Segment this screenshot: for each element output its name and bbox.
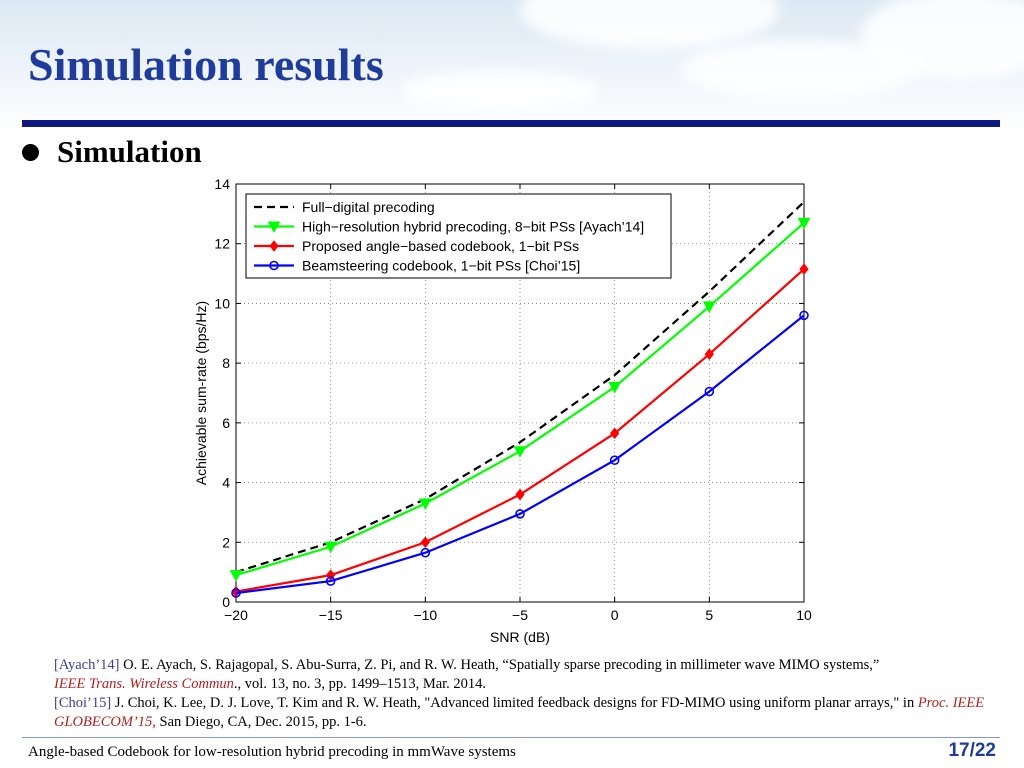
data-point: [704, 386, 715, 397]
references: [Ayach’14] O. E. Ayach, S. Rajagopal, S.…: [54, 656, 1014, 732]
reference-rest: ., vol. 13, no. 3, pp. 1499–1513, Mar. 2…: [233, 676, 487, 692]
y-tick-label: 2: [222, 534, 230, 550]
data-point: [324, 541, 338, 554]
x-axis-label: SNR (dB): [490, 629, 550, 645]
data-point: [799, 263, 809, 275]
data-point: [610, 427, 620, 440]
data-point: [231, 588, 241, 598]
y-axis-label: Achievable sum-rate (bps/Hz): [193, 301, 209, 485]
data-point: [515, 488, 525, 501]
legend-marker: [269, 240, 279, 252]
legend-entry: Full−digital precoding: [302, 199, 435, 215]
y-tick-label: 12: [214, 236, 230, 252]
data-point: [229, 570, 243, 582]
reference-venue: Proc. IEEE GLOBECOM’15,: [54, 695, 985, 730]
title-divider: [22, 120, 1000, 127]
bullet-text: Simulation: [57, 134, 202, 169]
y-tick-label: 4: [222, 475, 230, 491]
data-point: [418, 498, 432, 511]
y-tick-label: 0: [222, 594, 230, 610]
reference-text: J. Choi, K. Lee, D. J. Love, T. Kim and …: [114, 695, 915, 711]
series-1: [235, 201, 805, 574]
sum-rate-chart: −20 −15 −10 −5 0 5 10 0 2 4 6 8 10 12 14 SNR (dB) Achiev…: [178, 170, 818, 648]
series-2: [229, 217, 811, 582]
page-number: 17/22: [948, 740, 996, 761]
legend-entry: High−resolution hybrid precoding, 8−bit …: [302, 219, 644, 235]
data-point: [515, 509, 525, 519]
reference-choi: [Choi’15] J. Choi, K. Lee, D. J. Love, T…: [54, 694, 1014, 732]
legend-box: [245, 193, 672, 279]
data-point: [325, 576, 336, 586]
legend-marker: [269, 260, 279, 271]
data-point: [513, 446, 527, 458]
data-point: [420, 547, 431, 558]
x-tick-label: −20: [224, 607, 248, 623]
legend-marker: [267, 221, 281, 234]
data-point: [609, 455, 620, 465]
slide-title: Simulation results: [28, 39, 384, 90]
header-sky-background: [0, 0, 1024, 130]
reference-rest: San Diego, CA, Dec. 2015, pp. 1-6.: [159, 714, 367, 730]
y-tick-label: 6: [222, 415, 230, 431]
data-point: [702, 301, 716, 313]
footer-title: Angle-based Codebook for low-resolution …: [28, 744, 516, 760]
series-4: [231, 310, 809, 598]
y-tick-label: 8: [222, 355, 230, 371]
y-tick-label: 10: [214, 295, 230, 311]
reference-text: O. E. Ayach, S. Rajagopal, S. Abu-Surra,…: [123, 657, 880, 673]
x-tick-label: −15: [319, 607, 343, 623]
x-tick-label: −10: [413, 607, 437, 623]
reference-venue: IEEE Trans. Wireless Commun: [54, 676, 234, 692]
series-line: [235, 201, 805, 574]
page-current: 17: [948, 740, 970, 761]
data-point: [797, 217, 811, 230]
page-total: 22: [974, 740, 996, 761]
legend-entry: Proposed angle−based codebook, 1−bit PSs: [302, 238, 579, 254]
data-point: [799, 310, 809, 321]
footer-divider: [22, 737, 1000, 738]
x-tick-label: 5: [705, 607, 713, 623]
reference-tag: [Choi’15]: [54, 695, 112, 711]
data-point: [704, 348, 714, 360]
legend: Full−digital precoding High−resolution hy…: [245, 193, 672, 279]
legend-entry: Beamsteering codebook, 1−bit PSs [Choi’1…: [302, 258, 580, 274]
reference-tag: [Ayach’14]: [54, 657, 120, 673]
bullet-dot-icon: [22, 143, 39, 161]
y-tick-label: 14: [214, 176, 230, 192]
data-point: [420, 536, 430, 549]
data-point: [608, 382, 622, 394]
series-line: [235, 314, 805, 595]
x-tick-label: 10: [796, 607, 812, 623]
x-tick-label: 0: [611, 607, 619, 623]
reference-ayach: [Ayach’14] O. E. Ayach, S. Rajagopal, S.…: [54, 656, 1014, 694]
x-tick-label: −5: [512, 607, 528, 623]
bullet-item: Simulation: [22, 134, 202, 170]
